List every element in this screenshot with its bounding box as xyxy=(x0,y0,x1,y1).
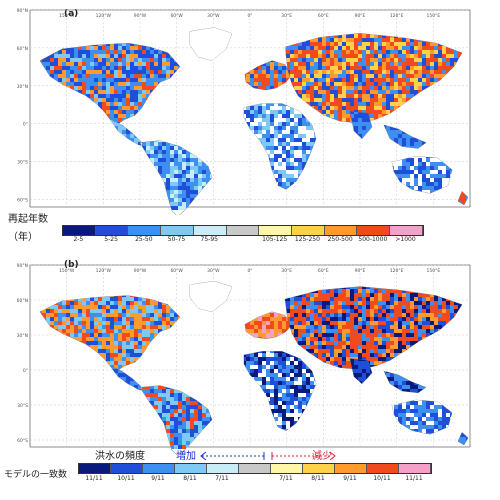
colorbar-tick-label: 25-50 xyxy=(127,236,160,243)
longitude-label: 60°E xyxy=(318,268,329,274)
colorbar-tick-label: 125-250 xyxy=(291,236,324,243)
panel-a: (a) 150°W 120°W 90°W 60°W 30°W 0° 30°E 60°E 90°E… xyxy=(0,0,500,245)
latitude-label: 0° xyxy=(23,122,28,128)
colorbar-swatch xyxy=(292,226,325,235)
increase-arrow xyxy=(198,451,268,461)
colorbar-swatch xyxy=(390,226,423,235)
colorbar-swatch xyxy=(161,226,194,235)
colorbar-swatch xyxy=(175,464,207,473)
colorbar-swatch xyxy=(325,226,358,235)
colorbar-tick-label: 250-500 xyxy=(324,236,357,243)
panel-a-colorbar-title-1: 再起年数 xyxy=(8,210,48,225)
longitude-label: 90°W xyxy=(134,13,147,19)
latitude-label: 90°N xyxy=(17,8,28,14)
latitude-label: 60°N xyxy=(17,46,28,52)
colorbar-tick-label: 50-75 xyxy=(160,236,193,243)
panel-b-colorbar xyxy=(78,463,432,474)
colorbar-tick-label: 7/11 xyxy=(206,475,238,482)
colorbar-swatch xyxy=(239,464,271,473)
longitude-label: 90°W xyxy=(134,268,147,274)
colorbar-swatch xyxy=(259,226,292,235)
colorbar-tick-label: 10/11 xyxy=(366,475,398,482)
longitude-label: 30°E xyxy=(281,268,292,274)
increase-label: 増加 xyxy=(176,447,196,462)
colorbar-swatch xyxy=(227,226,260,235)
colorbar-tick-label: 8/11 xyxy=(174,475,206,482)
latitude-label: 60°N xyxy=(17,298,28,304)
colorbar-tick-label: 2-5 xyxy=(62,236,95,243)
longitude-label: 30°W xyxy=(207,268,220,274)
longitude-label: 60°W xyxy=(170,268,183,274)
colorbar-tick-label: 500-1000 xyxy=(356,236,389,243)
decrease-label: 減少 xyxy=(312,447,332,462)
colorbar-tick-label: 10/11 xyxy=(110,475,142,482)
longitude-label: 150°E xyxy=(426,268,440,274)
latitude-label: 30°N xyxy=(17,333,28,339)
latitude-label: 60°S xyxy=(17,438,28,444)
colorbar-swatch xyxy=(194,226,227,235)
panel-b-colorbar-title: モデルの一致数 xyxy=(4,467,67,480)
colorbar-swatch xyxy=(367,464,399,473)
colorbar-swatch xyxy=(63,226,96,235)
colorbar-tick-label: 11/11 xyxy=(398,475,430,482)
colorbar-swatch xyxy=(143,464,175,473)
colorbar-tick-label: 9/11 xyxy=(142,475,174,482)
longitude-label: 0° xyxy=(247,13,252,19)
colorbar-swatch xyxy=(79,464,111,473)
longitude-label: 0° xyxy=(247,268,252,274)
flood-frequency-label: 洪水の頻度 xyxy=(95,447,145,462)
latitude-label: 0° xyxy=(23,368,28,374)
colorbar-tick-label: 11/11 xyxy=(78,475,110,482)
panel-b-colorbar-labels: 11/11 10/11 9/11 8/11 7/11 7/11 8/11 9/11 10/11 1… xyxy=(78,475,430,482)
colorbar-tick-label: 9/11 xyxy=(334,475,366,482)
panel-a-map-group: 150°W 120°W 90°W 60°W 30°W 0° 30°E 60°E 90°E 120°… xyxy=(17,8,470,215)
colorbar-swatch xyxy=(207,464,239,473)
longitude-label: 90°E xyxy=(355,13,366,19)
colorbar-tick-label: 105-125 xyxy=(258,236,291,243)
longitude-label: 120°W xyxy=(96,13,112,19)
colorbar-tick-label: 7/11 xyxy=(270,475,302,482)
colorbar-tick-label xyxy=(226,236,259,243)
colorbar-tick-label: 8/11 xyxy=(302,475,334,482)
longitude-label: 120°E xyxy=(390,13,404,19)
panel-a-colorbar-labels: 2-5 5-25 25-50 50-75 75-95 105-125 125-250 250-… xyxy=(62,236,422,243)
latitude-label: 90°N xyxy=(17,263,28,269)
latitude-label: 30°S xyxy=(17,160,28,166)
longitude-label: 90°E xyxy=(355,268,366,274)
colorbar-tick-label: >1000 xyxy=(389,236,422,243)
panel-a-colorbar-title-2: （年） xyxy=(8,228,38,243)
longitude-label: 120°E xyxy=(390,268,404,274)
latitude-label: 30°N xyxy=(17,84,28,90)
longitude-label: 150°W xyxy=(59,268,75,274)
latitude-label: 30°S xyxy=(17,403,28,409)
longitude-label: 30°E xyxy=(281,13,292,19)
colorbar-swatch xyxy=(303,464,335,473)
colorbar-swatch xyxy=(271,464,303,473)
latitude-label: 60°S xyxy=(17,197,28,203)
colorbar-swatch xyxy=(111,464,143,473)
colorbar-swatch xyxy=(335,464,367,473)
longitude-label: 150°W xyxy=(59,13,75,19)
colorbar-tick-label: 75-95 xyxy=(193,236,226,243)
colorbar-swatch xyxy=(96,226,129,235)
colorbar-tick-label xyxy=(238,475,270,482)
colorbar-swatch xyxy=(128,226,161,235)
longitude-label: 30°W xyxy=(207,13,220,19)
panel-a-map: 150°W 120°W 90°W 60°W 30°W 0° 30°E 60°E 90°E 120°… xyxy=(0,0,500,215)
colorbar-swatch xyxy=(399,464,431,473)
panel-b-map-group: 150°W 120°W 90°W 60°W 30°W 0° 30°E 60°E 90°E 120°… xyxy=(17,263,470,455)
colorbar-swatch xyxy=(357,226,390,235)
longitude-label: 150°E xyxy=(426,13,440,19)
longitude-label: 60°W xyxy=(170,13,183,19)
panel-b: (b) 150°W 120°W 90°W 60°W 30°W 0° 30°E 60°E 90°E… xyxy=(0,255,500,500)
longitude-label: 120°W xyxy=(96,268,112,274)
longitude-label: 60°E xyxy=(318,13,329,19)
colorbar-tick-label: 5-25 xyxy=(95,236,128,243)
panel-b-map: 150°W 120°W 90°W 60°W 30°W 0° 30°E 60°E 90°E 120°… xyxy=(0,255,500,455)
panel-a-colorbar xyxy=(62,225,424,236)
